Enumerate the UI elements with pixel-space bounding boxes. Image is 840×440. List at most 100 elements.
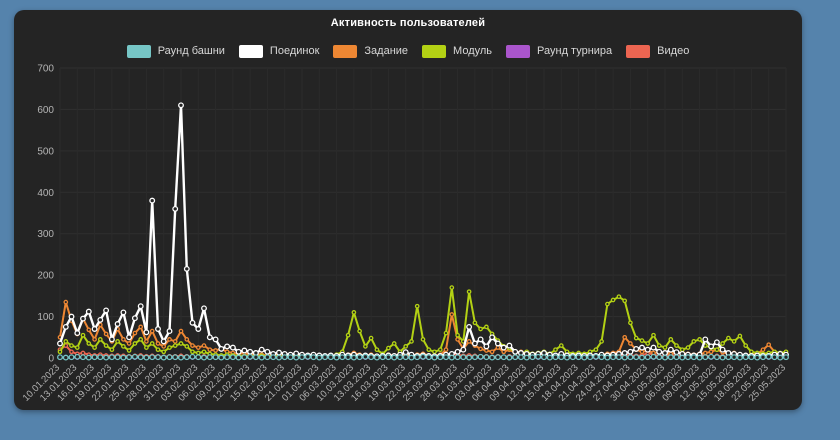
data-point (299, 354, 305, 361)
data-point (183, 354, 190, 361)
data-point (437, 354, 444, 361)
data-point (201, 349, 207, 355)
data-point (697, 337, 702, 342)
data-point (431, 354, 438, 361)
legend-item[interactable]: Поединок (238, 44, 319, 58)
data-point (201, 305, 207, 312)
data-point (408, 354, 415, 361)
data-point (144, 339, 149, 344)
data-point (345, 354, 352, 361)
legend-swatch (333, 44, 358, 58)
data-point (731, 339, 737, 344)
data-point (149, 197, 156, 204)
data-point (68, 354, 75, 361)
legend-item[interactable]: Раунд башни (126, 44, 225, 58)
data-point (258, 346, 265, 353)
data-point (443, 347, 449, 353)
data-point (258, 354, 265, 361)
data-point (466, 339, 472, 344)
data-point (484, 324, 489, 330)
data-point (85, 308, 92, 315)
data-point (546, 354, 553, 361)
data-point (483, 354, 490, 361)
data-point (63, 339, 69, 344)
data-point (489, 354, 496, 361)
data-point (690, 354, 697, 361)
data-point (743, 343, 749, 348)
legend-swatch (126, 44, 151, 58)
data-point (281, 354, 288, 361)
data-point (264, 348, 271, 355)
data-point (178, 328, 184, 334)
data-point (432, 349, 437, 355)
data-point (322, 354, 328, 361)
data-point (121, 344, 126, 349)
data-point (310, 354, 317, 361)
data-point (206, 354, 213, 361)
data-point (460, 346, 467, 353)
data-point (420, 337, 426, 342)
data-point (472, 320, 478, 326)
data-point (639, 338, 645, 343)
legend-swatch (506, 44, 531, 58)
data-point (368, 335, 374, 341)
data-point (143, 354, 150, 361)
data-point (714, 347, 720, 353)
data-point (103, 307, 110, 314)
data-point (708, 343, 715, 350)
data-point (466, 289, 472, 295)
data-point (662, 354, 668, 361)
data-point (57, 340, 63, 347)
data-point (241, 347, 248, 354)
legend-item[interactable]: Задание (333, 44, 408, 58)
data-point (137, 303, 144, 310)
data-point (385, 354, 392, 361)
data-point (195, 354, 202, 361)
data-point (86, 327, 92, 333)
data-point (403, 344, 409, 349)
data-point (628, 320, 633, 326)
data-point (86, 341, 92, 346)
data-point (500, 344, 507, 351)
data-point (178, 354, 184, 361)
data-point (552, 354, 559, 361)
data-point (252, 354, 259, 361)
data-point (126, 334, 133, 341)
data-point (679, 354, 686, 361)
data-point (742, 354, 749, 361)
data-point (74, 345, 80, 350)
data-point (131, 353, 138, 360)
data-point (235, 348, 242, 355)
data-point (437, 347, 443, 353)
data-point (229, 354, 236, 361)
data-point (120, 354, 127, 361)
data-point (121, 337, 126, 342)
data-point (489, 334, 496, 341)
data-point (397, 354, 403, 361)
legend-item[interactable]: Раунд турнира (506, 44, 612, 58)
legend-swatch (422, 44, 447, 58)
data-point (443, 330, 449, 336)
legend-item[interactable]: Видео (626, 44, 689, 58)
data-point (183, 265, 190, 272)
data-point (541, 354, 547, 361)
data-point (500, 354, 507, 361)
data-point (627, 348, 634, 355)
data-point (356, 354, 363, 361)
data-point (512, 354, 519, 361)
data-point (685, 354, 691, 361)
data-point (172, 339, 178, 344)
legend-label: Модуль (453, 45, 493, 57)
data-point (103, 343, 109, 348)
data-point (206, 334, 213, 341)
data-point (137, 354, 144, 361)
data-point (506, 354, 513, 361)
data-point (149, 341, 155, 346)
data-point (172, 354, 179, 361)
data-point (160, 354, 167, 361)
data-point (184, 344, 190, 349)
data-point (713, 339, 720, 346)
data-point (379, 354, 386, 361)
y-tick-label: 100 (37, 312, 54, 323)
legend-item[interactable]: Модуль (422, 44, 493, 58)
